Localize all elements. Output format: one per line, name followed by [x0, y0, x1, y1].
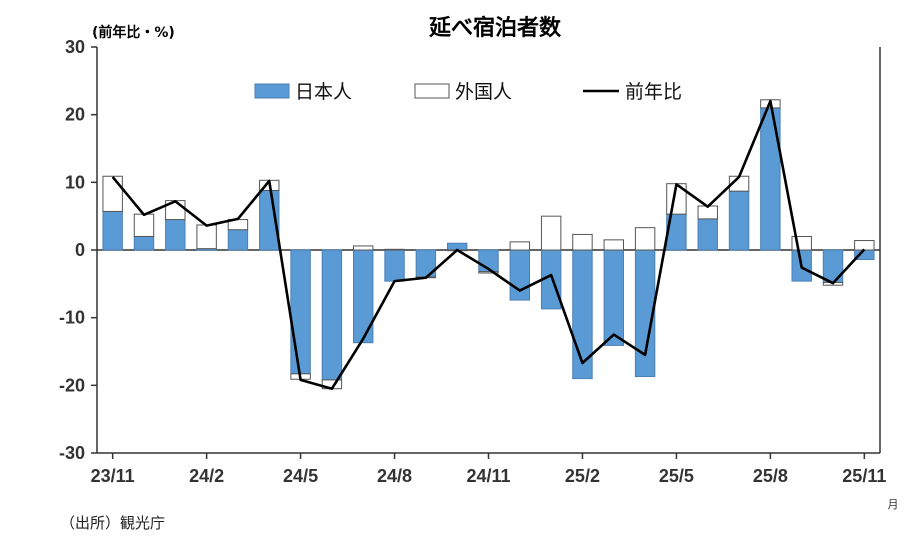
x-tick-label: 24/11 — [466, 466, 510, 486]
bar-japanese — [509, 249, 531, 301]
y-tick-label: -20 — [59, 375, 85, 395]
legend: 日本人 外国人 前年比 — [254, 81, 682, 103]
chart-title: 延べ宿泊者数 — [428, 15, 562, 41]
bar-foreign — [478, 271, 499, 274]
x-tick-label: 25/8 — [753, 466, 788, 486]
x-tick-label: 24/8 — [377, 466, 412, 486]
y-tick-label: 0 — [75, 240, 85, 260]
bar-japanese — [384, 249, 405, 282]
x-tick-label: 25/5 — [659, 466, 694, 486]
y-axis-unit-label: (前年比・%) — [92, 24, 175, 41]
bar-foreign — [509, 241, 531, 251]
bar-foreign — [634, 227, 656, 251]
bar-foreign — [102, 175, 123, 212]
x-tick-label: 23/11 — [91, 466, 135, 486]
legend-swatch-japanese — [254, 83, 290, 99]
bar-foreign — [572, 233, 593, 251]
bar-japanese — [102, 210, 123, 251]
x-tick-label: 24/5 — [283, 466, 318, 486]
x-tick-label: 25/11 — [842, 466, 886, 486]
bar-foreign — [133, 213, 155, 237]
bar-japanese — [728, 190, 750, 251]
y-tick-label: 10 — [65, 172, 85, 192]
bar-foreign — [603, 239, 624, 251]
legend-label-yoy: 前年比 — [625, 81, 682, 103]
legend-label-foreign: 外国人 — [455, 81, 512, 103]
bar-japanese — [697, 218, 718, 251]
bar-foreign — [384, 248, 405, 251]
plot-area: 30 20 10 0 -10 -20 -30 23/11 24/2 24/5 24/8 24/11 25… — [59, 37, 886, 486]
y-tick-label: -30 — [59, 443, 85, 463]
bar-foreign — [353, 245, 374, 251]
bar-japanese — [321, 249, 343, 381]
bar-foreign — [540, 215, 562, 251]
bar-japanese — [760, 107, 781, 251]
x-tick-label: 24/2 — [189, 466, 224, 486]
y-tick-label: -10 — [59, 308, 85, 328]
bar-japanese — [165, 219, 186, 251]
source-note: （出所）観光庁 — [60, 514, 166, 532]
y-tick-label: 20 — [65, 105, 85, 125]
bar-japanese — [133, 235, 155, 251]
yoy-line — [111, 99, 866, 391]
x-tick-label: 25/2 — [565, 466, 600, 486]
bar-japanese — [227, 229, 249, 251]
bar-foreign — [854, 240, 875, 251]
legend-swatch-foreign — [414, 83, 450, 99]
legend-label-japanese: 日本人 — [295, 81, 352, 103]
x-axis-unit-label: 月 — [888, 498, 899, 511]
bar-japanese — [290, 249, 311, 375]
bar-japanese — [603, 249, 624, 346]
y-tick-label: 30 — [65, 37, 85, 57]
bar-foreign — [196, 224, 217, 250]
